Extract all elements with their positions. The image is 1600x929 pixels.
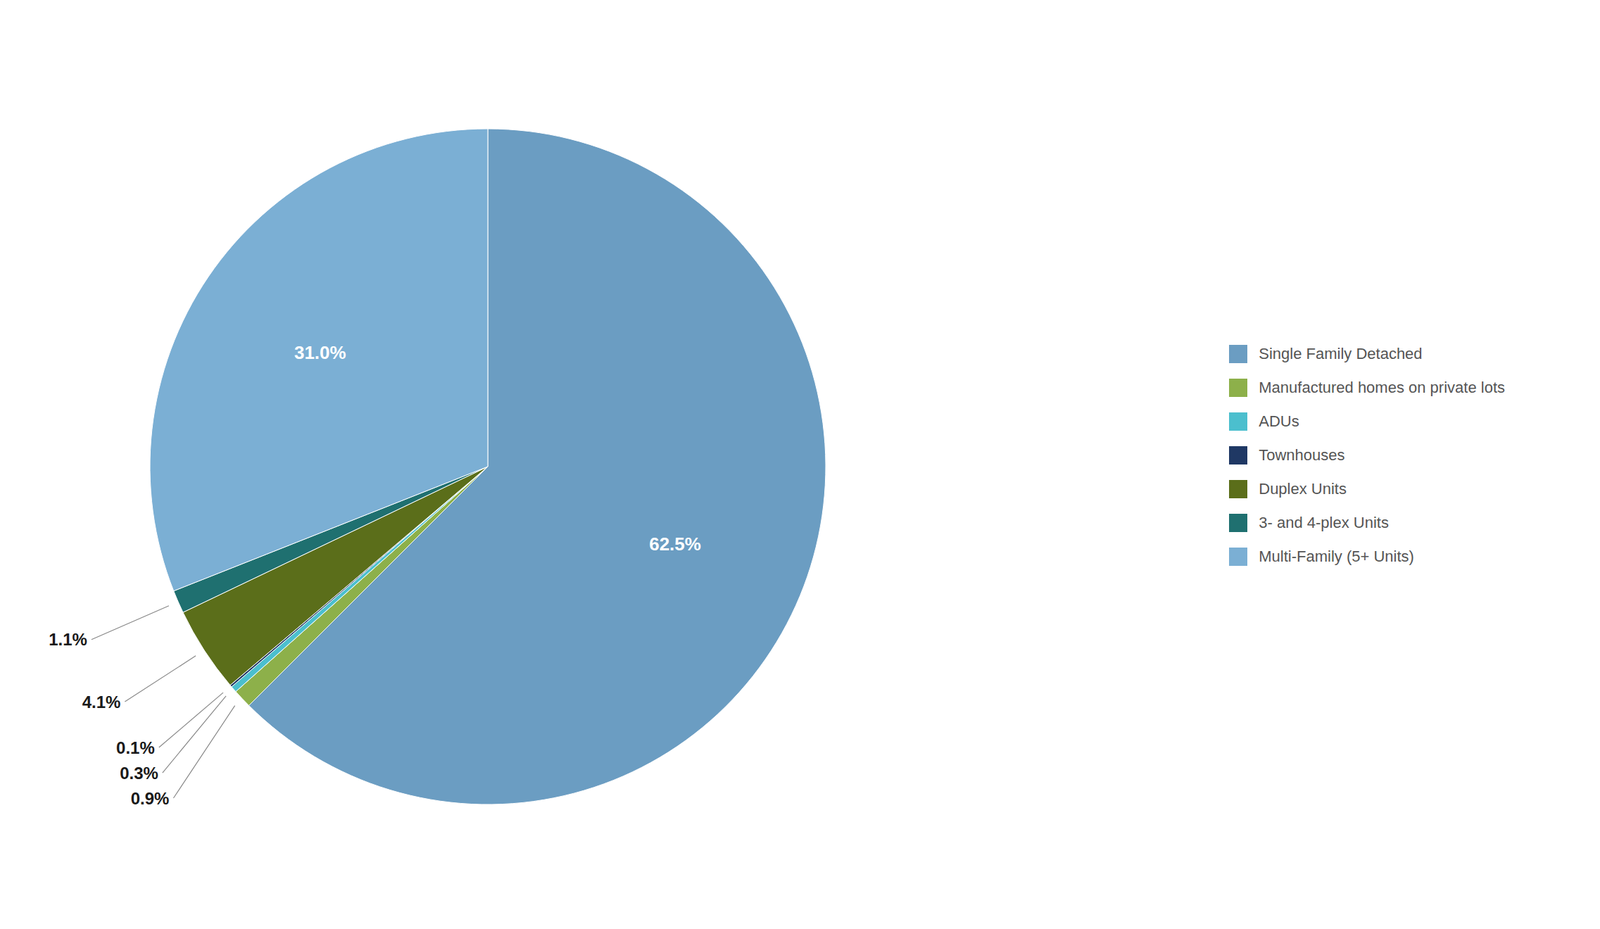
html-text:3- and 4-plex Units: 3- and 4-plex Units (1258, 513, 1389, 532)
html-text:Manufactured homes on private: Manufactured homes on private lots (1258, 378, 1505, 397)
html-text:Multi-Family (5+ Units): Multi-Family (5+ Units) (1258, 547, 1415, 566)
svg-text:1.1%: 1.1% (48, 630, 88, 650)
html-text:ADUs: ADUs (1258, 412, 1300, 431)
html-text:Duplex Units: Duplex Units (1258, 480, 1347, 498)
svg-text:4.1%: 4.1% (82, 692, 122, 712)
html-text:Townhouses: Townhouses (1258, 446, 1345, 464)
svg-text:0.9%: 0.9% (130, 789, 170, 809)
svg-text:0.3%: 0.3% (119, 763, 159, 783)
svg-text:62.5%: 62.5% (649, 533, 702, 555)
svg-text:0.1%: 0.1% (116, 738, 155, 758)
html-text:Single Family Detached: Single Family Detached (1258, 344, 1423, 363)
svg-text:31.0%: 31.0% (294, 342, 347, 364)
